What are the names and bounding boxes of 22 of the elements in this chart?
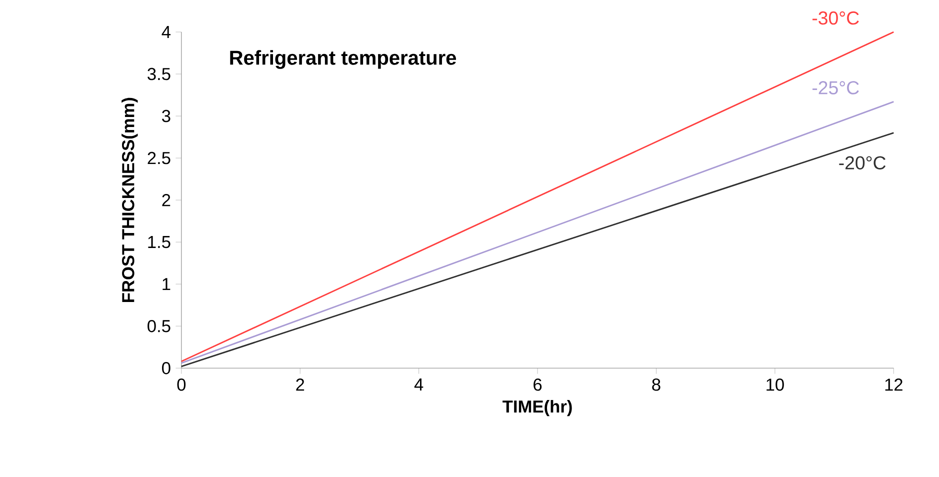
x-tick-label: 4 [414,378,424,390]
x-tick-label: 12 [885,378,902,390]
x-axis-title: TIME(hr) [502,400,572,416]
x-tick-label: 10 [766,378,784,391]
series-label: -20°C [839,156,886,170]
series-label: -25°C [812,80,859,94]
y-axis-title: FROST THICKNESS(mm) [122,98,138,302]
y-tick-label: 2.5 [148,152,170,164]
x-tick-label: 8 [652,378,660,391]
y-tick-label: 0.5 [148,320,170,332]
x-tick-label: 2 [296,378,304,390]
y-tick-label: 3.5 [148,68,170,80]
y-tick-label: 0 [162,362,170,374]
x-tick-label: 0 [177,378,186,391]
y-tick-label: 1 [162,278,170,290]
annotation: Refrigerant temperature [230,50,456,69]
y-tick-label: 2 [162,194,170,206]
y-tick-label: 4 [162,26,170,38]
y-tick-label: 3 [162,110,170,122]
x-tick-label: 6 [534,378,542,391]
series-label: -30°C [812,11,859,24]
y-tick-label: 1.5 [148,236,170,248]
